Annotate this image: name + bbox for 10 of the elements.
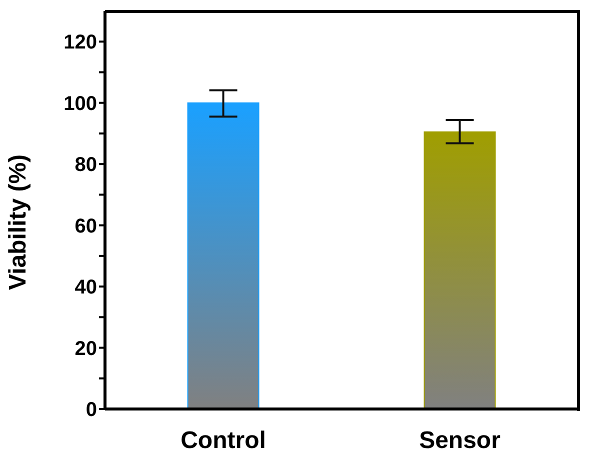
y-tick-label: 60 bbox=[74, 215, 97, 238]
x-tick-label: Sensor bbox=[419, 427, 500, 454]
y-tick-label: 40 bbox=[74, 276, 97, 299]
x-tick-label: Control bbox=[180, 427, 266, 454]
y-axis-title: Viability (%) bbox=[4, 154, 32, 290]
y-tick-label: 20 bbox=[74, 338, 97, 360]
y-tick-label: 100 bbox=[64, 92, 97, 115]
y-tick-label: 120 bbox=[64, 32, 97, 54]
y-tick-label: 80 bbox=[74, 154, 97, 176]
y-tick-label: 0 bbox=[86, 399, 97, 422]
